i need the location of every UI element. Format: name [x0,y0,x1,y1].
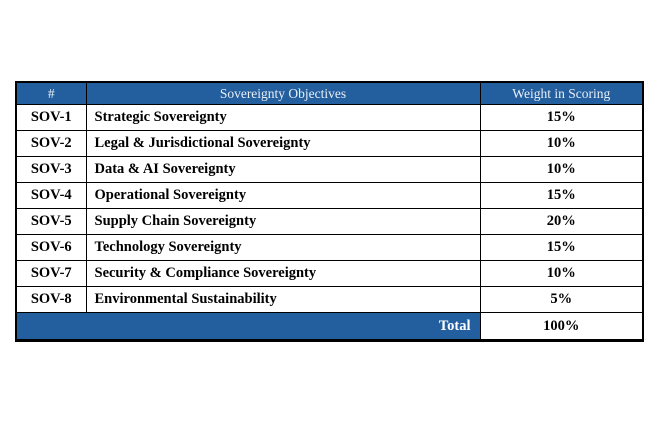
row-id: SOV-6 [15,234,87,261]
row-objective: Operational Sovereignty [85,182,481,209]
row-weight: 10% [479,260,644,287]
row-weight: 15% [479,104,644,131]
row-weight: 15% [479,182,644,209]
sovereignty-objectives-table: # Sovereignty Objectives Weight in Scori… [15,81,644,342]
table-row: SOV-5 Supply Chain Sovereignty 20% [15,208,644,235]
table-row: SOV-1 Strategic Sovereignty 15% [15,104,644,131]
table-header-row: # Sovereignty Objectives Weight in Scori… [15,81,644,105]
row-objective: Technology Sovereignty [85,234,481,261]
row-weight: 15% [479,234,644,261]
header-cell-weight: Weight in Scoring [479,81,644,105]
row-objective: Environmental Sustainability [85,286,481,313]
table-row: SOV-7 Security & Compliance Sovereignty … [15,260,644,287]
header-cell-number: # [15,81,87,105]
table-row: SOV-2 Legal & Jurisdictional Sovereignty… [15,130,644,157]
row-objective: Security & Compliance Sovereignty [85,260,481,287]
table-row: SOV-3 Data & AI Sovereignty 10% [15,156,644,183]
table-row: SOV-6 Technology Sovereignty 15% [15,234,644,261]
table-total-row: Total 100% [15,312,644,341]
row-id: SOV-2 [15,130,87,157]
row-objective: Legal & Jurisdictional Sovereignty [85,130,481,157]
row-weight: 10% [479,130,644,157]
row-objective: Data & AI Sovereignty [85,156,481,183]
table-row: SOV-4 Operational Sovereignty 15% [15,182,644,209]
row-id: SOV-8 [15,286,87,313]
table-row: SOV-8 Environmental Sustainability 5% [15,286,644,313]
row-weight: 10% [479,156,644,183]
row-objective: Supply Chain Sovereignty [85,208,481,235]
row-weight: 5% [479,286,644,313]
row-id: SOV-4 [15,182,87,209]
total-value: 100% [479,312,644,341]
row-id: SOV-5 [15,208,87,235]
row-id: SOV-1 [15,104,87,131]
total-label: Total [15,312,481,341]
row-weight: 20% [479,208,644,235]
row-objective: Strategic Sovereignty [85,104,481,131]
header-cell-objectives: Sovereignty Objectives [85,81,481,105]
row-id: SOV-3 [15,156,87,183]
row-id: SOV-7 [15,260,87,287]
